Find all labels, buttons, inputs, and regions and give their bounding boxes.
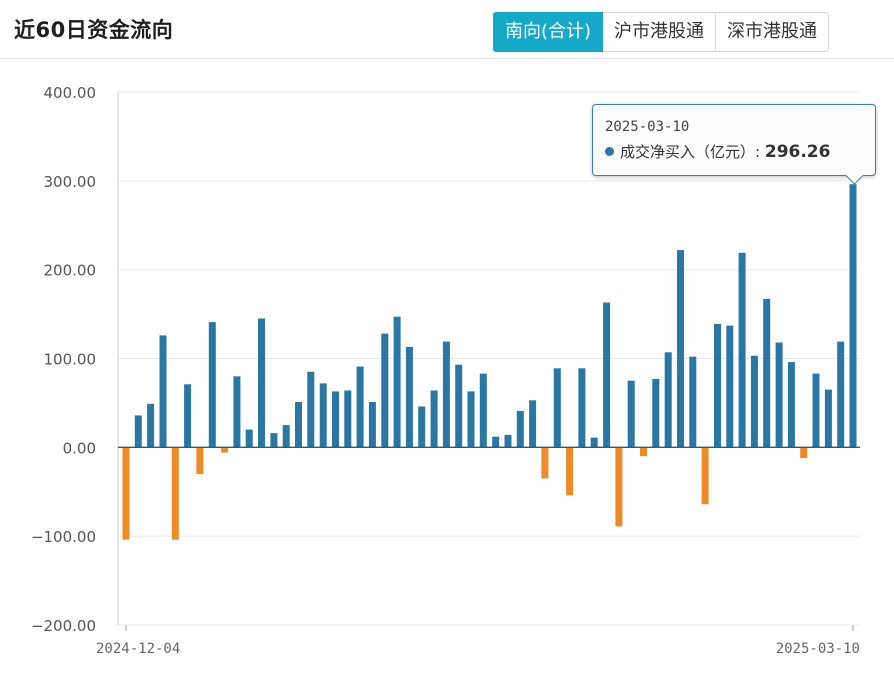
tooltip-date: 2025-03-10 xyxy=(605,119,690,135)
bar xyxy=(726,325,734,448)
bar xyxy=(775,342,783,448)
bar xyxy=(677,250,684,448)
header: 近60日资金流向 南向(合计) 沪市港股通 深市港股通 xyxy=(0,0,894,59)
bar xyxy=(541,447,549,479)
bar xyxy=(652,378,660,448)
y-tick-label: 100.00 xyxy=(44,351,97,369)
bar xyxy=(455,364,463,448)
bar xyxy=(344,390,352,448)
bar xyxy=(356,366,364,448)
bar xyxy=(615,447,623,527)
tooltip-value: 296.26 xyxy=(764,142,831,162)
y-tick-label: −200.00 xyxy=(31,617,96,635)
bar xyxy=(122,447,130,540)
chart-tooltip: 2025-03-10 成交净买入（亿元）: 296.26 xyxy=(592,104,876,176)
bar xyxy=(319,383,327,448)
bar xyxy=(295,402,302,448)
bar xyxy=(184,384,192,448)
bar xyxy=(849,184,857,448)
bar xyxy=(640,447,647,457)
y-tick-label: 300.00 xyxy=(44,173,97,191)
bar xyxy=(492,436,500,448)
bar xyxy=(590,437,598,448)
bar xyxy=(701,447,709,505)
bar xyxy=(430,390,438,448)
bar xyxy=(393,316,401,448)
bar xyxy=(516,410,524,448)
tooltip-series-label: 成交净买入（亿元） xyxy=(620,143,756,161)
bar xyxy=(332,391,339,448)
tab-shanghai-connect[interactable]: 沪市港股通 xyxy=(603,12,717,52)
y-tick-label: −100.00 xyxy=(31,528,96,546)
series-dot-icon xyxy=(605,147,614,156)
bar xyxy=(738,252,746,448)
tooltip-separator: : xyxy=(755,143,761,161)
bar xyxy=(566,447,574,496)
x-tick-label: 2025-03-10 xyxy=(776,641,860,657)
bar xyxy=(442,341,450,448)
bar xyxy=(714,323,721,448)
bar xyxy=(381,333,389,448)
bar xyxy=(282,425,290,448)
bar xyxy=(812,373,820,448)
bar xyxy=(208,322,216,448)
bar xyxy=(270,433,278,448)
bar xyxy=(529,400,537,448)
bar xyxy=(159,335,167,448)
fund-flow-chart: 400.00 300.00 200.00 100.00 0.00 −100.00 −200.… xyxy=(31,84,860,657)
bar xyxy=(824,389,832,448)
bar xyxy=(368,402,376,448)
bar xyxy=(147,403,155,448)
bar xyxy=(405,347,413,448)
bar xyxy=(307,371,315,448)
page-title: 近60日资金流向 xyxy=(14,18,174,42)
bar xyxy=(479,373,487,448)
bar xyxy=(603,302,611,448)
bar xyxy=(800,447,808,458)
y-tick-label: 400.00 xyxy=(44,84,97,102)
bar xyxy=(258,318,265,448)
bar xyxy=(221,447,229,453)
bar xyxy=(196,447,204,474)
bar xyxy=(750,355,758,448)
bar xyxy=(504,434,512,448)
bar xyxy=(171,447,179,540)
tooltip-row: 成交净买入（亿元）: 296.26 xyxy=(605,141,830,162)
bar xyxy=(763,299,771,448)
bar xyxy=(578,368,586,448)
tab-bar: 南向(合计) 沪市港股通 深市港股通 xyxy=(493,12,830,52)
bar xyxy=(787,362,795,448)
bar xyxy=(245,429,253,448)
bar xyxy=(689,356,697,448)
bar xyxy=(233,376,241,448)
bar xyxy=(134,415,142,448)
y-tick-label: 200.00 xyxy=(44,262,97,280)
tab-south-total[interactable]: 南向(合计) xyxy=(493,12,604,52)
bar xyxy=(553,368,561,448)
x-tick-label: 2024-12-04 xyxy=(96,641,180,657)
bar xyxy=(418,406,426,448)
bar xyxy=(627,380,635,448)
y-tick-label: 0.00 xyxy=(63,439,96,457)
bar xyxy=(664,352,672,448)
tab-shenzhen-connect[interactable]: 深市港股通 xyxy=(716,12,830,52)
bar xyxy=(837,341,845,448)
bar xyxy=(467,391,475,448)
